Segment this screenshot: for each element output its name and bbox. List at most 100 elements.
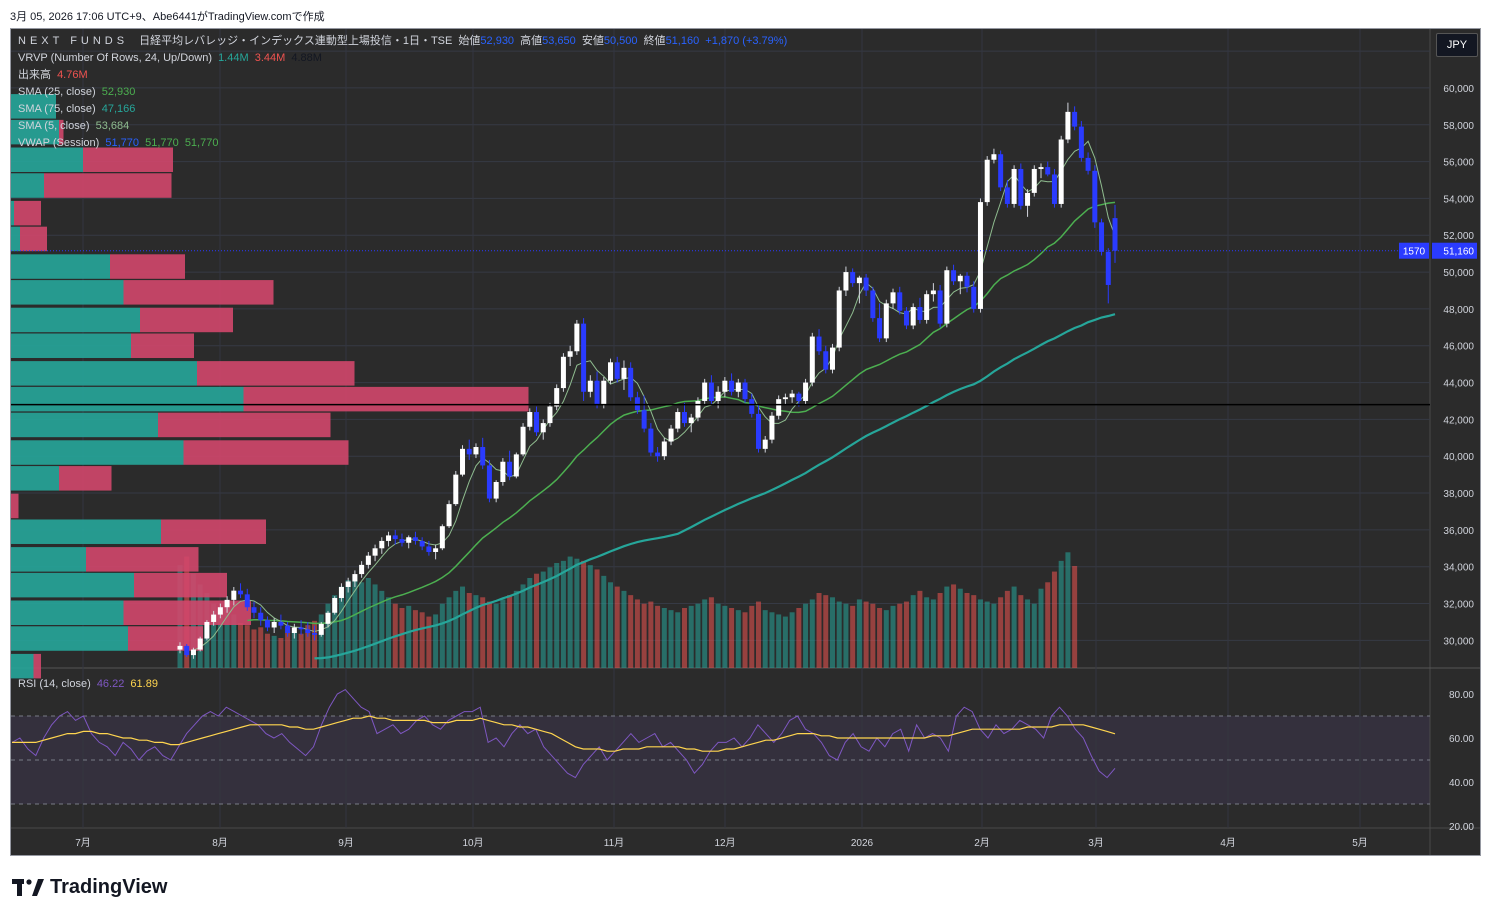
candle-body: [325, 612, 331, 624]
volume-bar: [285, 627, 291, 668]
candle-body: [500, 461, 506, 483]
candle-body: [507, 461, 513, 477]
price-tick-label: 30,000: [1443, 636, 1474, 647]
volume-bar: [460, 586, 466, 668]
volume-profile-up: [11, 307, 140, 333]
change-value: +1,870 (+3.79%): [705, 35, 788, 47]
volume-bar: [513, 590, 519, 668]
candle-body: [1004, 187, 1010, 204]
candle-body: [439, 526, 445, 549]
volume-profile-down: [33, 653, 41, 679]
volume-profile-up: [11, 200, 14, 226]
candle-body: [823, 351, 829, 370]
sma5-legend[interactable]: SMA (5, close) 53,684: [18, 120, 132, 133]
candle-body: [702, 382, 708, 401]
volume-bar: [244, 625, 250, 668]
candle-body: [742, 382, 748, 400]
sma5-label: SMA (5, close): [18, 120, 90, 132]
price-tag-symbol: 1570: [1403, 247, 1426, 258]
volume-bar: [944, 586, 950, 668]
vrvp-down: 3.44M: [254, 52, 286, 64]
time-tick-label: 2026: [851, 838, 874, 849]
candle-body: [278, 621, 284, 626]
volume-profile-down: [123, 280, 274, 305]
volume-bar: [500, 599, 506, 668]
volume-profile-down: [131, 333, 194, 358]
candle-body: [1072, 111, 1078, 127]
candle-body: [1078, 126, 1084, 158]
sma5-value: 53,684: [95, 120, 130, 132]
volume-bar: [742, 612, 748, 668]
price-pane: [11, 29, 1430, 668]
volume-bar: [1011, 586, 1017, 668]
rsi-label: RSI (14, close): [18, 678, 91, 690]
candle-body: [850, 272, 856, 284]
candle-body: [493, 482, 499, 499]
high-value: 53,650: [542, 35, 576, 47]
rsi-line: [11, 688, 1116, 779]
rsi-tick-label: 40.00: [1449, 778, 1474, 789]
volume-bar: [426, 616, 432, 668]
candle-body: [554, 388, 560, 407]
volume-bar: [930, 599, 936, 668]
candle-body: [264, 620, 270, 628]
open-value: 52,930: [480, 35, 515, 47]
sma25-legend[interactable]: SMA (25, close) 52,930: [18, 86, 138, 99]
candle-body: [419, 540, 425, 547]
volume-bar: [836, 601, 842, 668]
candle-body: [460, 448, 466, 475]
vrvp-legend[interactable]: VRVP (Number Of Rows, 24, Up/Down) 1.44M…: [18, 52, 325, 65]
volume-bar: [567, 556, 573, 668]
rsi-legend[interactable]: RSI (14, close) 46.22 61.89: [18, 678, 161, 691]
volume-legend[interactable]: 出来高 4.76M: [18, 69, 91, 82]
symbol-name[interactable]: NEXT FUNDS: [18, 35, 129, 47]
volume-bar: [534, 573, 540, 668]
volume-bar: [641, 603, 647, 668]
volume-bar: [399, 608, 405, 668]
volume-profile-up: [11, 600, 124, 626]
candle-body: [695, 400, 701, 418]
tradingview-brand[interactable]: TradingView: [12, 876, 167, 899]
volume-bar: [1004, 590, 1010, 668]
volume-bar: [621, 590, 627, 668]
price-tick-label: 60,000: [1443, 84, 1474, 95]
volume-profile-down: [197, 361, 355, 386]
candle-body: [1058, 139, 1064, 204]
candle-body: [486, 465, 492, 499]
volume-profile-up: [11, 333, 131, 358]
volume-bar: [386, 597, 392, 668]
candle-body: [379, 540, 385, 549]
volume-bar: [1038, 588, 1044, 668]
candle-body: [372, 548, 378, 556]
price-tick-label: 52,000: [1443, 231, 1474, 242]
volume-bar: [197, 584, 203, 668]
volume-bar: [453, 590, 459, 668]
candle-body: [1112, 218, 1118, 251]
candle-body: [534, 412, 540, 433]
currency-button[interactable]: JPY: [1436, 33, 1478, 57]
sma75-legend[interactable]: SMA (75, close) 47,166: [18, 103, 138, 116]
volume-profile-up: [11, 254, 110, 279]
volume-bar: [520, 584, 526, 668]
candle-body: [910, 307, 916, 326]
volume-bar: [1031, 603, 1037, 668]
volume-bar: [608, 582, 614, 668]
candle-body: [466, 448, 472, 455]
vwap-legend[interactable]: VWAP (Session) 51,770 51,770 51,770: [18, 137, 221, 150]
candle-body: [843, 272, 849, 291]
candle-body: [547, 406, 553, 424]
volume-bar: [1018, 595, 1024, 668]
vwap-value-3: 51,770: [184, 137, 219, 149]
volume-bar: [365, 578, 371, 668]
price-tick-label: 34,000: [1443, 563, 1474, 574]
volume-bar: [823, 595, 829, 668]
volume-bar: [1025, 599, 1031, 668]
candle-body: [1038, 167, 1044, 169]
volume-profile-up: [11, 412, 158, 438]
volume-profile-up: [11, 547, 86, 572]
volume-bar: [762, 610, 768, 668]
volume-profile-up: [11, 653, 34, 679]
rsi-tick-label: 20.00: [1449, 822, 1474, 833]
candle-body: [1065, 111, 1071, 140]
